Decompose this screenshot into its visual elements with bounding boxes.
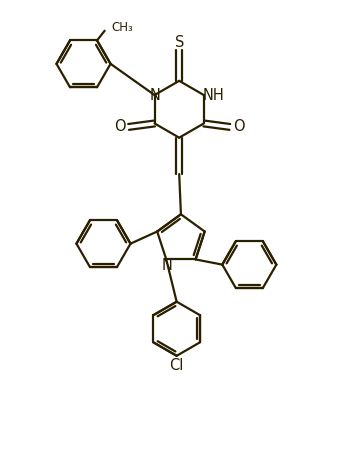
Text: NH: NH — [203, 87, 224, 103]
Text: O: O — [233, 119, 244, 134]
Text: N: N — [161, 258, 172, 273]
Text: S: S — [174, 35, 184, 49]
Text: CH₃: CH₃ — [111, 21, 133, 34]
Text: Cl: Cl — [169, 358, 184, 373]
Text: O: O — [114, 119, 126, 134]
Text: N: N — [149, 87, 160, 103]
